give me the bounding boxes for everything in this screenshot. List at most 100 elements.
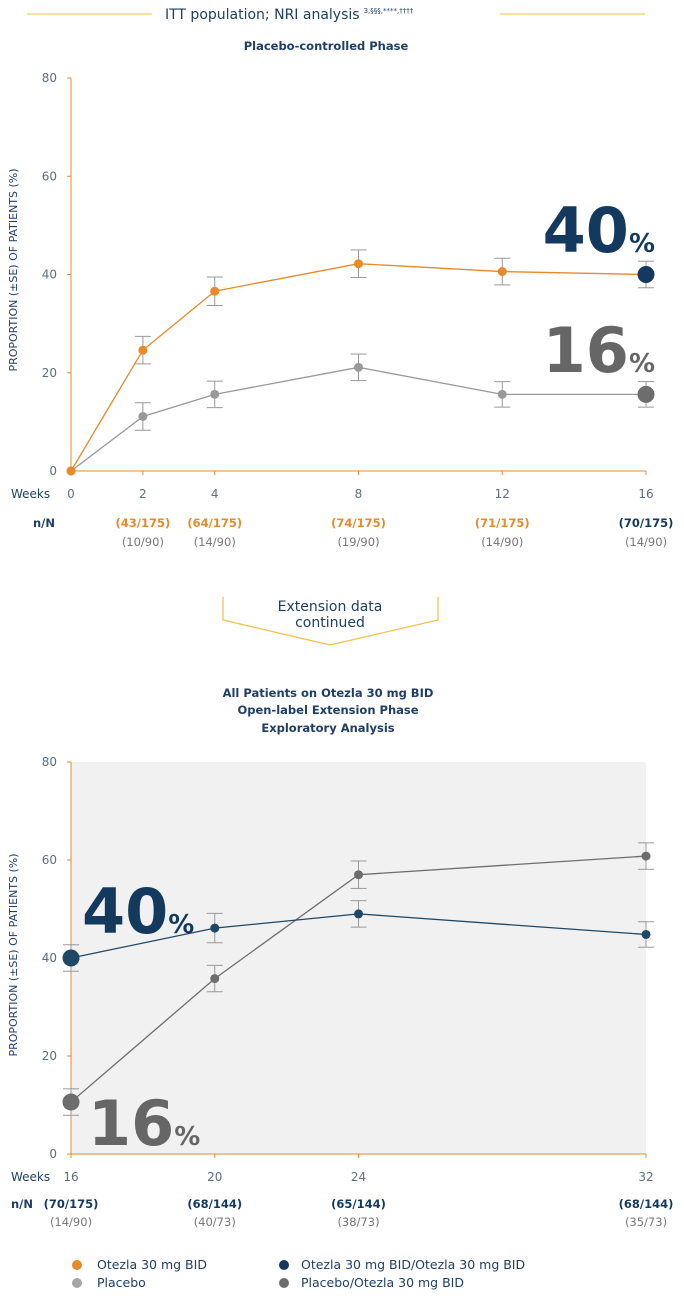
nN-bottom-value: (35/73) <box>625 1215 667 1229</box>
y-tick-label: 0 <box>49 1147 57 1161</box>
nN-top-value: (71/175) <box>475 516 530 530</box>
nN-bottom-value: (14/90) <box>194 535 236 549</box>
legend-marker-placebo-otezla <box>279 1278 289 1288</box>
x-tick-label: 0 <box>67 487 75 501</box>
chart2-callout-40-value: 40 <box>82 875 168 948</box>
series-line-placebo <box>70 366 646 472</box>
chart1-xticks: 0 2 4 8 12 16 <box>67 471 654 501</box>
y-tick-label: 20 <box>42 1049 57 1063</box>
legend-marker-placebo <box>72 1278 82 1288</box>
data-point-placebo-otezla-30-mg-bid <box>641 851 651 861</box>
data-point-otezla-30-mg-bid <box>138 345 148 355</box>
data-point-placebo-otezla-30-mg-bid <box>354 870 363 880</box>
nN-bottom-value: (19/90) <box>337 535 379 549</box>
chart2-callout-40-unit: % <box>168 910 194 940</box>
x-tick-label: 4 <box>211 487 219 501</box>
nN-top-value: (68/144) <box>187 1197 242 1211</box>
data-point-otezla-30-mg-bid <box>637 266 655 283</box>
y-tick-label: 20 <box>42 366 57 380</box>
chart1-callout-16-value: 16 <box>543 314 629 387</box>
nN-top-value: (68/144) <box>619 1197 674 1211</box>
legend-label-placebo-otezla: Placebo/Otezla 30 mg BID <box>301 1275 464 1290</box>
nN-bottom-value: (14/90) <box>481 535 523 549</box>
legend-marker-otezla <box>72 1260 82 1270</box>
nN-bottom-value: (40/73) <box>194 1215 236 1229</box>
chart2-nN-row: (70/175) (14/90) (68/144) (40/73) (65/144) (3… <box>44 1197 674 1229</box>
chart1-series <box>66 249 655 476</box>
data-point-otezla-30-mg-bid <box>497 267 507 277</box>
data-point-otezla-30-mg-bid <box>354 259 363 269</box>
chart2-callout-16-value: 16 <box>88 1087 174 1160</box>
chart2-nN-label: n/N <box>11 1197 33 1211</box>
series-line-otezla-30-mg-bid-otezla-30-mg-bid <box>70 913 647 959</box>
y-tick-label: 0 <box>49 464 57 478</box>
data-point-otezla-30-mg-bid <box>66 466 76 476</box>
nN-top-value: (64/175) <box>187 516 242 530</box>
data-point-placebo <box>354 362 363 372</box>
chart2-plot-background <box>71 762 646 1154</box>
data-point-otezla-30-mg-bid <box>210 286 220 296</box>
chart2-title-line2: Open-label Extension Phase <box>237 703 418 717</box>
nN-top-value: (43/175) <box>116 516 171 530</box>
chart1-ylabel: PROPORTION (±SE) OF PATIENTS (%) <box>7 168 20 371</box>
chart2-yticks: 0 20 40 60 80 <box>42 755 71 1161</box>
header-title-main: ITT population; NRI analysis <box>165 7 360 23</box>
series-line-placebo-otezla-30-mg-bid <box>70 855 647 1103</box>
nN-bottom-value: (14/90) <box>50 1215 92 1229</box>
chart2-callout-40: 40% <box>82 875 194 948</box>
chart2-xlabel: Weeks <box>11 1170 50 1184</box>
chart2-ylabel: PROPORTION (±SE) OF PATIENTS (%) <box>7 853 20 1056</box>
chart1-callout-40-value: 40 <box>543 194 629 267</box>
y-tick-label: 40 <box>42 268 57 282</box>
x-tick-label: 8 <box>355 487 363 501</box>
chart1-yticks: 0 20 40 60 80 <box>42 71 71 478</box>
chart2-title-line3: Exploratory Analysis <box>261 721 394 735</box>
legend-label-otezla: Otezla 30 mg BID <box>97 1257 207 1272</box>
data-point-otezla-30-mg-bid-otezla-30-mg-bid <box>210 923 220 933</box>
legend: Otezla 30 mg BID Placebo Otezla 30 mg BI… <box>72 1257 525 1290</box>
chart1-nN-row: (43/175) (10/90) (64/175) (14/90) (74/175) (1… <box>116 516 674 549</box>
extension-banner-line1: Extension data <box>278 599 383 615</box>
data-point-placebo <box>637 385 655 403</box>
chart2-callout-16: 16% <box>88 1087 200 1160</box>
legend-label-otezla-otezla: Otezla 30 mg BID/Otezla 30 mg BID <box>301 1257 525 1272</box>
chart1-nN-label: n/N <box>33 516 55 530</box>
chart2-series <box>62 842 654 1116</box>
legend-marker-otezla-otezla <box>279 1260 289 1270</box>
x-tick-label: 32 <box>638 1170 653 1184</box>
chart1-callout-40-unit: % <box>629 229 655 259</box>
nN-top-value: (65/144) <box>331 1197 386 1211</box>
x-tick-label: 16 <box>638 487 653 501</box>
chart1-xlabel: Weeks <box>11 487 50 501</box>
chart1-callout-16-unit: % <box>629 349 655 379</box>
extension-banner-line2: continued <box>295 615 365 631</box>
legend-label-placebo: Placebo <box>97 1275 146 1290</box>
extension-banner: Extension data continued <box>222 597 439 646</box>
extension-banner-bracket <box>222 597 439 646</box>
x-tick-label: 20 <box>207 1170 222 1184</box>
data-point-otezla-30-mg-bid-otezla-30-mg-bid <box>62 949 80 967</box>
chart-placebo-controlled: Placebo-controlled Phase PROPORTION (±SE… <box>7 39 673 549</box>
chart2-title-line1: All Patients on Otezla 30 mg BID <box>223 686 434 700</box>
x-tick-label: 2 <box>139 487 147 501</box>
data-point-otezla-30-mg-bid-otezla-30-mg-bid <box>354 909 363 919</box>
y-tick-label: 40 <box>42 951 57 965</box>
x-tick-label: 16 <box>63 1170 78 1184</box>
data-point-placebo <box>210 389 220 399</box>
y-tick-label: 80 <box>42 755 57 769</box>
chart1-callout-40: 40% <box>543 194 655 267</box>
nN-top-value: (70/175) <box>44 1197 99 1211</box>
data-point-placebo-otezla-30-mg-bid <box>210 974 220 984</box>
chart1-callout-16: 16% <box>543 314 655 387</box>
header-title-sup: 3,§§§,****,†††† <box>364 7 414 15</box>
data-point-placebo <box>138 411 148 421</box>
nN-bottom-value: (10/90) <box>122 535 164 549</box>
nN-bottom-value: (14/90) <box>625 535 667 549</box>
nN-top-value: (70/175) <box>619 516 674 530</box>
header-title: ITT population; NRI analysis 3,§§§,****,†… <box>165 7 414 23</box>
chart2-xticks: 16 20 24 32 <box>63 1154 654 1184</box>
chart-extension-phase: All Patients on Otezla 30 mg BID Open-la… <box>7 686 673 1229</box>
x-tick-label: 12 <box>495 487 510 501</box>
series-line-otezla-30-mg-bid <box>70 263 647 472</box>
